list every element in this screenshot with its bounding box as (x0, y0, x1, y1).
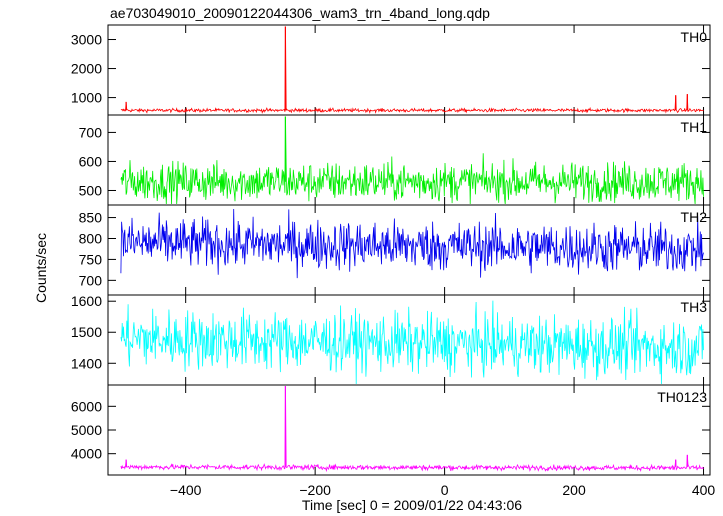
y-tick-label-TH1: 500 (79, 182, 103, 198)
panel-label-TH0123: TH0123 (657, 389, 707, 405)
y-tick-label-TH3: 1400 (71, 355, 102, 371)
panel-label-TH1: TH1 (681, 119, 708, 135)
panel-label-TH0: TH0 (681, 29, 708, 45)
y-tick-label-TH0123: 4000 (71, 446, 102, 462)
y-tick-label-TH0123: 6000 (71, 398, 102, 414)
chart-title: ae703049010_20090122044306_wam3_trn_4ban… (110, 5, 490, 21)
x-tick-label: −200 (299, 482, 331, 498)
x-tick-label: 200 (562, 482, 586, 498)
y-axis-label: Counts/sec (33, 233, 49, 303)
y-tick-label-TH0: 2000 (71, 61, 102, 77)
y-tick-label-TH2: 850 (79, 210, 103, 226)
y-tick-label-TH0: 1000 (71, 90, 102, 106)
y-tick-label-TH2: 750 (79, 251, 103, 267)
panel-frame-TH0 (107, 24, 711, 116)
y-tick-label-TH0: 3000 (71, 32, 102, 48)
series-line-TH3 (120, 300, 704, 385)
panel-frame-TH0123 (107, 384, 711, 476)
series-line-TH1 (120, 116, 704, 205)
x-tick-label: 400 (692, 482, 716, 498)
y-tick-label-TH1: 700 (79, 124, 103, 140)
x-axis-label: Time [sec] 0 = 2009/01/22 04:43:06 (302, 497, 522, 513)
panel-label-TH2: TH2 (681, 209, 708, 225)
series-line-TH0 (120, 26, 704, 114)
y-tick-label-TH2: 800 (79, 230, 103, 246)
series-line-TH2 (120, 208, 704, 279)
y-tick-label-TH3: 1600 (71, 293, 102, 309)
series-line-TH0123 (120, 385, 704, 473)
y-tick-label-TH1: 600 (79, 153, 103, 169)
panel-label-TH3: TH3 (681, 299, 708, 315)
y-tick-label-TH0123: 5000 (71, 422, 102, 438)
x-tick-label: −400 (170, 482, 202, 498)
x-tick-label: 0 (441, 482, 449, 498)
y-tick-label-TH3: 1500 (71, 324, 102, 340)
y-tick-label-TH2: 700 (79, 272, 103, 288)
